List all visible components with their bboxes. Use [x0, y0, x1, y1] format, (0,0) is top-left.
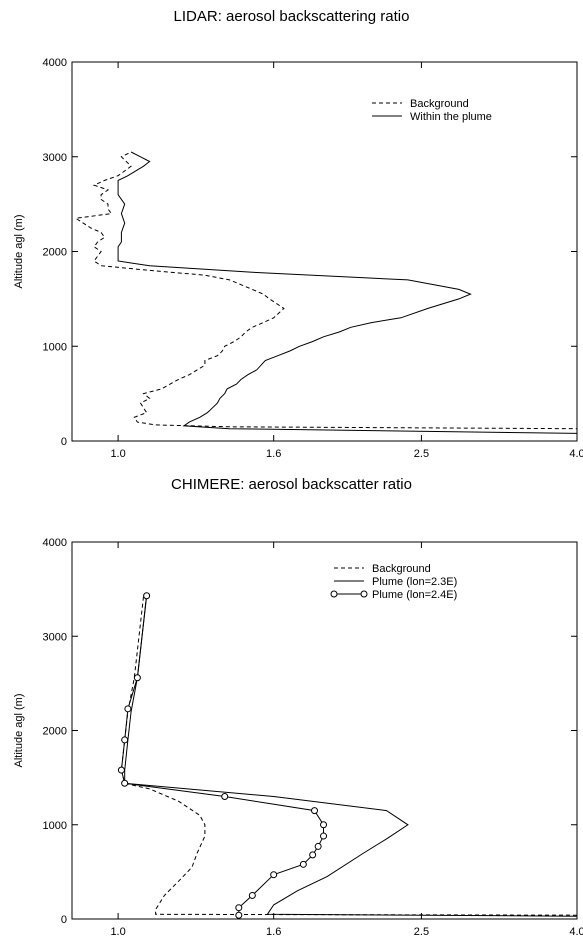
data-point: [117, 766, 125, 774]
data-point: [143, 592, 151, 600]
data-point: [314, 842, 322, 850]
data-point: [309, 851, 317, 859]
x-tick-label: 1.0: [110, 926, 125, 938]
x-tick-label: 1.6: [266, 926, 281, 938]
y-tick-label: 4000: [43, 537, 67, 549]
legend-label: Background: [410, 98, 469, 110]
chart-panel-0: 0 1000 2000 3000 4000 1.0 1.6 2.5 4.0 Altitude ag…: [13, 57, 583, 460]
legend-label: Background: [372, 563, 431, 575]
legend-label: Within the plume: [410, 111, 492, 123]
y-tick-label: 0: [61, 914, 67, 926]
y-tick-label: 3000: [43, 152, 67, 164]
legend-marker: [360, 590, 368, 598]
y-axis-label: Altitude agl (m): [13, 215, 25, 289]
data-point: [320, 821, 328, 829]
data-point: [320, 832, 328, 840]
series-line-2: [120, 595, 324, 916]
data-point: [133, 674, 141, 682]
data-point: [221, 792, 229, 800]
data-point: [248, 891, 256, 899]
y-tick-label: 0: [61, 436, 67, 448]
x-tick-label: 4.0: [569, 926, 583, 938]
data-point: [124, 705, 132, 713]
y-tick-label: 1000: [43, 820, 67, 832]
data-point: [235, 911, 243, 919]
series-line-1: [124, 595, 577, 917]
data-point: [235, 904, 243, 912]
plot-frame: [71, 61, 578, 442]
x-tick-label: 2.5: [414, 926, 429, 938]
series-line-0: [74, 151, 577, 432]
data-point: [121, 736, 129, 744]
y-tick-label: 3000: [43, 631, 67, 643]
data-point: [270, 871, 278, 879]
chart-title-lidar: LIDAR: aerosol backscattering ratio: [173, 8, 410, 25]
chart-panel-1: 0 1000 2000 3000 4000 1.0 1.6 2.5 4.0 Altitude ag…: [13, 537, 583, 938]
data-point: [121, 779, 129, 787]
x-tick-label: 2.5: [414, 448, 429, 460]
chart-title-chimere: CHIMERE: aerosol backscatter ratio: [171, 476, 412, 493]
legend-label: Plume (lon=2.3E): [372, 576, 457, 588]
y-tick-label: 1000: [43, 341, 67, 353]
legend-marker: [330, 590, 338, 598]
legend-label: Plume (lon=2.4E): [372, 589, 457, 601]
x-tick-label: 1.6: [266, 448, 281, 460]
x-tick-label: 4.0: [569, 448, 583, 460]
series-line-0: [120, 595, 577, 916]
data-point: [299, 860, 307, 868]
x-tick-label: 1.0: [110, 448, 125, 460]
y-tick-label: 4000: [43, 57, 67, 69]
data-point: [311, 807, 319, 815]
y-tick-label: 2000: [43, 247, 67, 259]
y-tick-label: 2000: [43, 726, 67, 738]
series-line-1: [117, 151, 577, 434]
y-axis-label: Altitude agl (m): [13, 694, 25, 768]
